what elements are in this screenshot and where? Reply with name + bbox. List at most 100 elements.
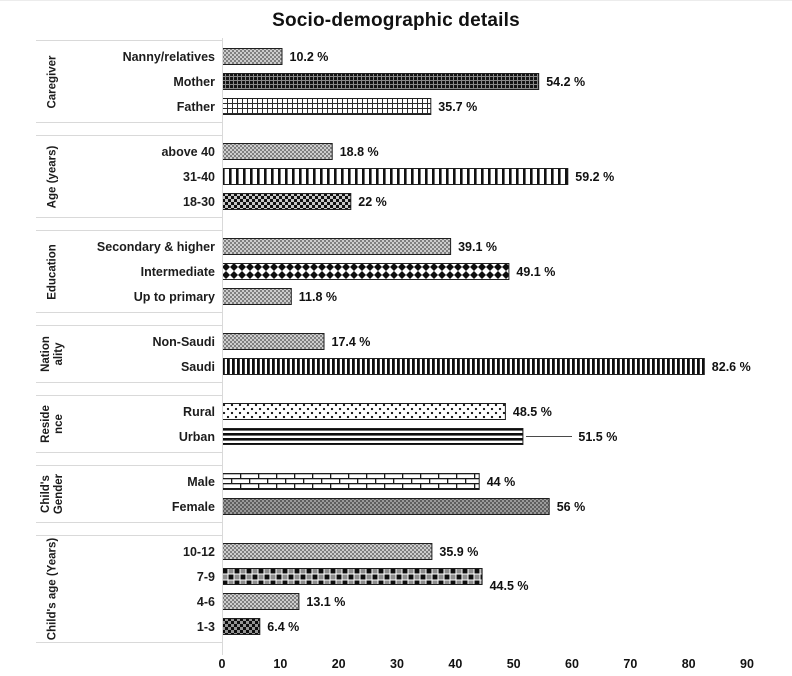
category-label: Saudi [180, 359, 215, 374]
x-tick-label: 80 [681, 657, 696, 671]
value-label: 56 % [556, 499, 586, 514]
bar-row: 82.6 % [222, 354, 792, 379]
chart-title: Socio-demographic details [272, 10, 520, 31]
category-label: Urban [178, 429, 215, 444]
category-group: Nation ality Non-Saudi Saudi 17.4 % 82.6 % [0, 325, 792, 383]
value-label: 18.8 % [339, 144, 379, 159]
x-axis: 0 10 20 30 40 50 60 70 80 90 [218, 655, 792, 675]
value-label: 59.2 % [575, 169, 615, 184]
x-tick-label: 30 [390, 657, 404, 671]
bar [222, 237, 452, 255]
category-labels-column: Non-Saudi Saudi [70, 329, 222, 379]
value-label: 17.4 % [331, 334, 371, 349]
value-label: 39.1 % [458, 239, 498, 254]
category-label: 31-40 [183, 169, 215, 184]
bar-row: 48.5 % [222, 399, 792, 424]
x-tick-label: 50 [506, 657, 521, 671]
bar [222, 472, 480, 490]
value-label: 48.5 % [512, 404, 552, 419]
group-axis-label: Caregiver [46, 54, 59, 109]
bar [222, 47, 283, 65]
bar [222, 262, 510, 280]
bar-row: 10.2 % [222, 44, 792, 69]
x-tick-label: 90 [740, 657, 754, 671]
plot-area: Caregiver Nanny/relatives Mother Father 10.2… [0, 38, 792, 655]
group-axis-label: Child's age (Years) [46, 537, 59, 641]
category-label: Mother [173, 74, 215, 89]
bar-row: 11.8 % [222, 284, 792, 309]
category-label: Non-Saudi [152, 334, 216, 349]
bar [222, 542, 433, 560]
category-axis-line [222, 38, 223, 655]
group-labels-cell: Nation ality Non-Saudi Saudi [36, 325, 222, 383]
group-label-box: Education [36, 234, 70, 309]
category-label: Up to primary [133, 289, 215, 304]
bar [222, 402, 506, 420]
bars-column: 10.2 % 54.2 % 35.7 % [222, 40, 792, 123]
value-label: 35.7 % [438, 99, 478, 114]
bar-row: 54.2 % [222, 69, 792, 94]
bar [222, 142, 333, 160]
bar-row: 39.1 % [222, 234, 792, 259]
group-axis-label: Age (years) [46, 145, 59, 208]
value-label: 11.8 % [298, 289, 338, 304]
bar [222, 97, 432, 115]
bar [222, 427, 524, 445]
bars-column: 48.5 % 51.5 % [222, 395, 792, 453]
value-label: 51.5 % [578, 429, 618, 444]
x-tick-label: 70 [623, 657, 638, 671]
bars-column: 17.4 % 82.6 % [222, 325, 792, 383]
value-label: 49.1 % [516, 264, 556, 279]
category-label: Female [171, 499, 215, 514]
category-label: above 40 [161, 144, 215, 159]
bars-column: 18.8 % 59.2 % 22 % [222, 135, 792, 218]
category-labels-column: Male Female [70, 469, 222, 519]
group-labels-cell: Child's Gender Male Female [36, 465, 222, 523]
group-labels-cell: Age (years) above 40 31-40 18-30 [36, 135, 222, 218]
bar-row: 13.1 % [222, 589, 792, 614]
group-axis-label: Education [46, 243, 59, 300]
category-label: 1-3 [196, 619, 215, 634]
bar [222, 287, 292, 305]
bar-row: 17.4 % [222, 329, 792, 354]
group-labels-cell: Caregiver Nanny/relatives Mother Father [36, 40, 222, 123]
category-group: Child's age (Years) 10-12 7-9 4-6 1-3 35.9 % 4… [0, 535, 792, 643]
value-label: 44 % [486, 474, 516, 489]
group-label-box: Child's Gender [36, 469, 70, 519]
category-label: Intermediate [140, 264, 215, 279]
category-group: Education Secondary & higher Intermediate U… [0, 230, 792, 313]
category-group: Child's Gender Male Female 44 % 56 % [0, 465, 792, 523]
category-label: 10-12 [183, 544, 215, 559]
x-tick-label: 40 [448, 657, 463, 671]
category-label: Secondary & higher [96, 239, 215, 254]
bar [222, 167, 569, 185]
bars-column: 39.1 % 49.1 % 11.8 % [222, 230, 792, 313]
category-labels-column: Secondary & higher Intermediate Up to prim… [70, 234, 222, 309]
group-axis-label: Child's Gender [40, 473, 65, 515]
bar [222, 192, 352, 210]
value-label: 10.2 % [289, 49, 329, 64]
group-labels-cell: Reside nce Rural Urban [36, 395, 222, 453]
bar-row: 6.4 % [222, 614, 792, 639]
bars-column: 35.9 % 44.5 % 13.1 % 6.4 % [222, 535, 792, 643]
value-label: 82.6 % [711, 359, 751, 374]
x-tick-label: 0 [218, 657, 226, 671]
category-labels-column: 10-12 7-9 4-6 1-3 [70, 539, 222, 639]
group-axis-label: Reside nce [40, 405, 65, 443]
bar-row: 51.5 % [222, 424, 792, 449]
group-label-box: Child's age (Years) [36, 537, 70, 641]
x-tick-label: 60 [565, 657, 579, 671]
value-label: 22 % [358, 194, 387, 209]
value-label: 35.9 % [439, 544, 479, 559]
x-tick-label: 10 [273, 657, 288, 671]
category-label: 7-9 [196, 569, 215, 584]
group-axis-label: Nation ality [40, 336, 65, 372]
category-label: 4-6 [196, 594, 215, 609]
category-labels-column: Rural Urban [70, 399, 222, 449]
value-label: 6.4 % [267, 619, 300, 634]
group-label-box: Reside nce [36, 399, 70, 449]
bars-column: 44 % 56 % [222, 465, 792, 523]
bar-row: 35.9 % [222, 539, 792, 564]
bar [222, 72, 540, 90]
